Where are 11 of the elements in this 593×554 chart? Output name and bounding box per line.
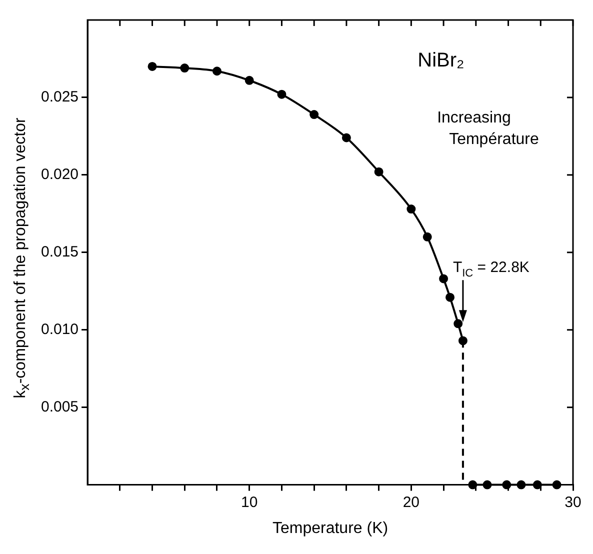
x-tick-label: 10 [241, 494, 258, 511]
x-axis-title: Temperature (K) [272, 520, 388, 537]
annotation: Increasing Température [437, 109, 539, 148]
annotation: NiBr₂ [418, 49, 464, 72]
y-tick-label: 0.005 [40, 398, 79, 416]
x-tick-label: 30 [564, 494, 582, 511]
y-tick-label: 0.025 [40, 88, 79, 106]
x-tick-label: 20 [402, 494, 420, 511]
y-tick-label: 0.020 [40, 166, 79, 184]
y-tick-label: 0.010 [40, 321, 79, 338]
y-tick-label: 0.015 [40, 244, 79, 261]
